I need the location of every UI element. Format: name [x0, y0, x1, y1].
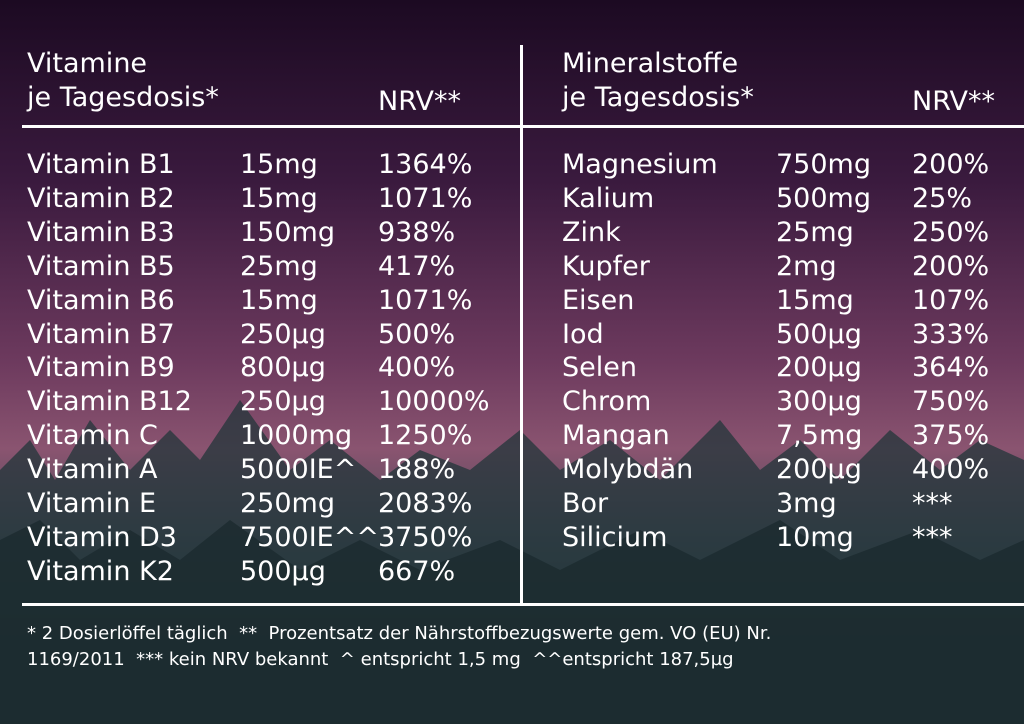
- row-amount: 300µg: [776, 386, 862, 418]
- right-title: Mineralstoffe: [562, 48, 739, 79]
- row-name: Chrom: [562, 386, 652, 418]
- row-nrv: 2083%: [378, 488, 473, 519]
- row-nrv: 1364%: [378, 149, 473, 180]
- row-amount: 3mg: [776, 488, 837, 519]
- row-name: Vitamin B3: [27, 216, 175, 248]
- row-amount: 5000IE^: [240, 454, 357, 486]
- row-amount: 7500IE^^: [240, 521, 379, 553]
- row-name: Vitamin B1: [27, 149, 175, 180]
- row-nrv: 400%: [912, 454, 990, 486]
- row-name: Zink: [562, 216, 621, 248]
- row-name: Vitamin A: [27, 454, 158, 486]
- row-amount: 500µg: [776, 318, 862, 350]
- row-nrv: 1250%: [378, 420, 473, 452]
- row-name: Selen: [562, 352, 637, 384]
- row-name: Kalium: [562, 182, 655, 214]
- right-subtitle: je Tagesdosis*: [562, 82, 754, 113]
- left-subtitle: je Tagesdosis*: [27, 82, 219, 113]
- row-nrv: 417%: [378, 250, 456, 282]
- row-amount: 7,5mg: [776, 420, 863, 452]
- row-name: Mangan: [562, 420, 670, 452]
- row-nrv: 500%: [378, 318, 456, 350]
- row-amount: 250mg: [240, 488, 335, 519]
- row-name: Bor: [562, 488, 609, 519]
- row-amount: 250µg: [240, 318, 326, 350]
- row-nrv: 1071%: [378, 182, 473, 214]
- row-nrv: 667%: [378, 555, 456, 587]
- row-nrv: 750%: [912, 386, 990, 418]
- row-nrv: 200%: [912, 250, 990, 282]
- row-nrv: 200%: [912, 149, 990, 180]
- row-amount: 15mg: [240, 284, 318, 316]
- row-nrv: 375%: [912, 420, 990, 452]
- row-nrv: 250%: [912, 216, 990, 248]
- row-name: Vitamin B5: [27, 250, 175, 282]
- column-divider: [520, 45, 523, 603]
- row-amount: 500µg: [240, 555, 326, 587]
- row-name: Kupfer: [562, 250, 650, 282]
- row-nrv: 938%: [378, 216, 456, 248]
- right-nrv-header: NRV**: [912, 86, 995, 117]
- header-rule: [22, 125, 1024, 128]
- row-amount: 15mg: [776, 284, 854, 316]
- left-nrv-header: NRV**: [378, 86, 461, 117]
- row-nrv: 25%: [912, 182, 973, 214]
- row-nrv: ***: [912, 488, 953, 519]
- row-name: Vitamin B7: [27, 318, 175, 350]
- row-name: Vitamin B9: [27, 352, 175, 384]
- left-title: Vitamine: [27, 48, 148, 79]
- row-nrv: 1071%: [378, 284, 473, 316]
- row-amount: 150mg: [240, 216, 335, 248]
- row-name: Molybdän: [562, 454, 694, 486]
- row-amount: 15mg: [240, 182, 318, 214]
- row-name: Vitamin B2: [27, 182, 175, 214]
- row-name: Vitamin B6: [27, 284, 175, 316]
- row-amount: 2mg: [776, 250, 837, 282]
- footnote: 1169/2011 *** kein NRV bekannt ^ entspri…: [27, 649, 734, 670]
- row-amount: 1000mg: [240, 420, 353, 452]
- row-amount: 25mg: [240, 250, 318, 282]
- row-nrv: 364%: [912, 352, 990, 384]
- row-nrv: 10000%: [378, 386, 490, 418]
- row-name: Magnesium: [562, 149, 718, 180]
- row-amount: 10mg: [776, 521, 854, 553]
- row-name: Vitamin C: [27, 420, 158, 452]
- row-amount: 500mg: [776, 182, 871, 214]
- row-amount: 250µg: [240, 386, 326, 418]
- row-name: Vitamin K2: [27, 555, 174, 587]
- row-amount: 200µg: [776, 454, 862, 486]
- row-nrv: 107%: [912, 284, 990, 316]
- row-nrv: ***: [912, 521, 953, 553]
- row-amount: 15mg: [240, 149, 318, 180]
- row-amount: 25mg: [776, 216, 854, 248]
- row-name: Eisen: [562, 284, 635, 316]
- row-name: Vitamin B12: [27, 386, 192, 418]
- row-name: Vitamin E: [27, 488, 157, 519]
- row-amount: 200µg: [776, 352, 862, 384]
- row-nrv: 333%: [912, 318, 990, 350]
- row-nrv: 3750%: [378, 521, 473, 553]
- row-name: Vitamin D3: [27, 521, 177, 553]
- row-nrv: 188%: [378, 454, 456, 486]
- row-name: Silicium: [562, 521, 668, 553]
- footnote: * 2 Dosierlöffel täglich ** Prozentsatz …: [27, 623, 772, 644]
- row-nrv: 400%: [378, 352, 456, 384]
- row-name: Iod: [562, 318, 604, 350]
- footer-rule: [22, 603, 1024, 606]
- row-amount: 800µg: [240, 352, 326, 384]
- row-amount: 750mg: [776, 149, 871, 180]
